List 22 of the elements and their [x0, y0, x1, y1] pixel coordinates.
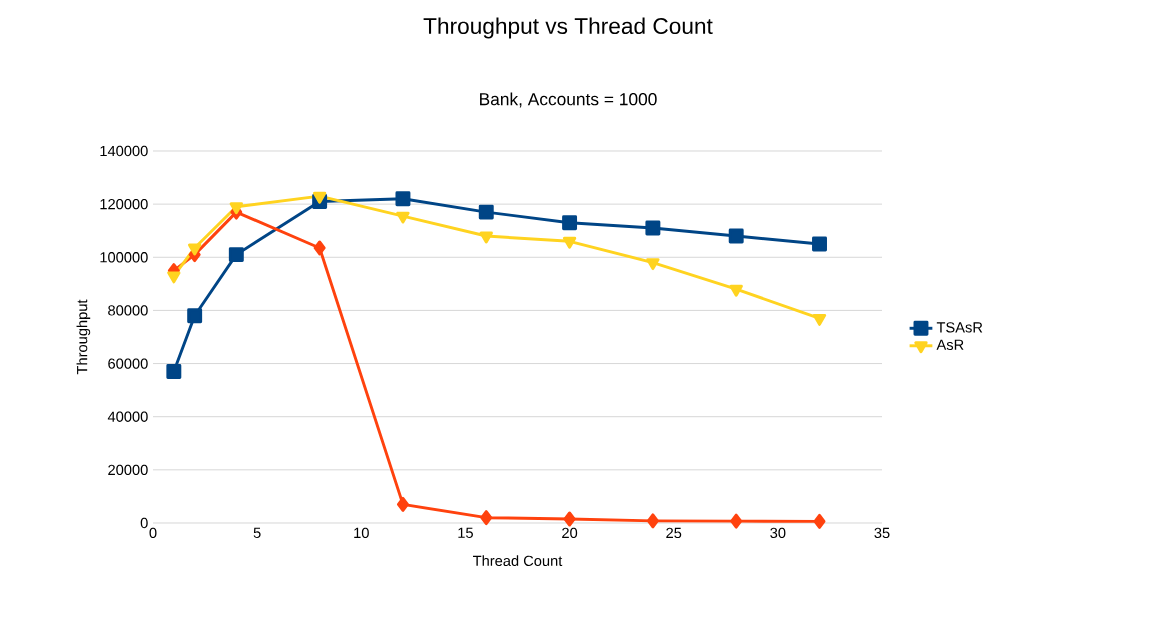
- y-tick-label: 60000: [108, 358, 148, 369]
- x-tick-label: 30: [770, 527, 786, 539]
- x-tick-label: 0: [149, 527, 157, 539]
- x-tick-label: 10: [354, 527, 369, 539]
- y-tick-label: 20000: [108, 464, 148, 476]
- x-axis-title: Thread Count: [473, 555, 563, 567]
- x-tick-label: 35: [874, 527, 890, 539]
- y-tick-label: 40000: [107, 411, 148, 422]
- legend-label: TSAsR: [936, 322, 983, 333]
- y-tick-label: 140000: [100, 145, 148, 157]
- y-tick-label: 120000: [100, 198, 148, 210]
- y-tick-label: 0: [140, 517, 148, 529]
- x-tick-label: 20: [562, 527, 578, 539]
- chart-subtitle: Bank, Accounts = 1000: [480, 92, 657, 108]
- chart-title: Throughput vs Thread Count: [423, 17, 713, 39]
- x-tick-label: 15: [458, 527, 473, 538]
- x-tick-label: 25: [666, 527, 682, 539]
- y-axis-title: Throughput: [76, 299, 91, 375]
- y-tick-label: 100000: [100, 252, 148, 263]
- legend-label: AsR: [936, 339, 964, 350]
- x-tick-label: 5: [253, 527, 261, 538]
- y-tick-label: 80000: [108, 305, 148, 316]
